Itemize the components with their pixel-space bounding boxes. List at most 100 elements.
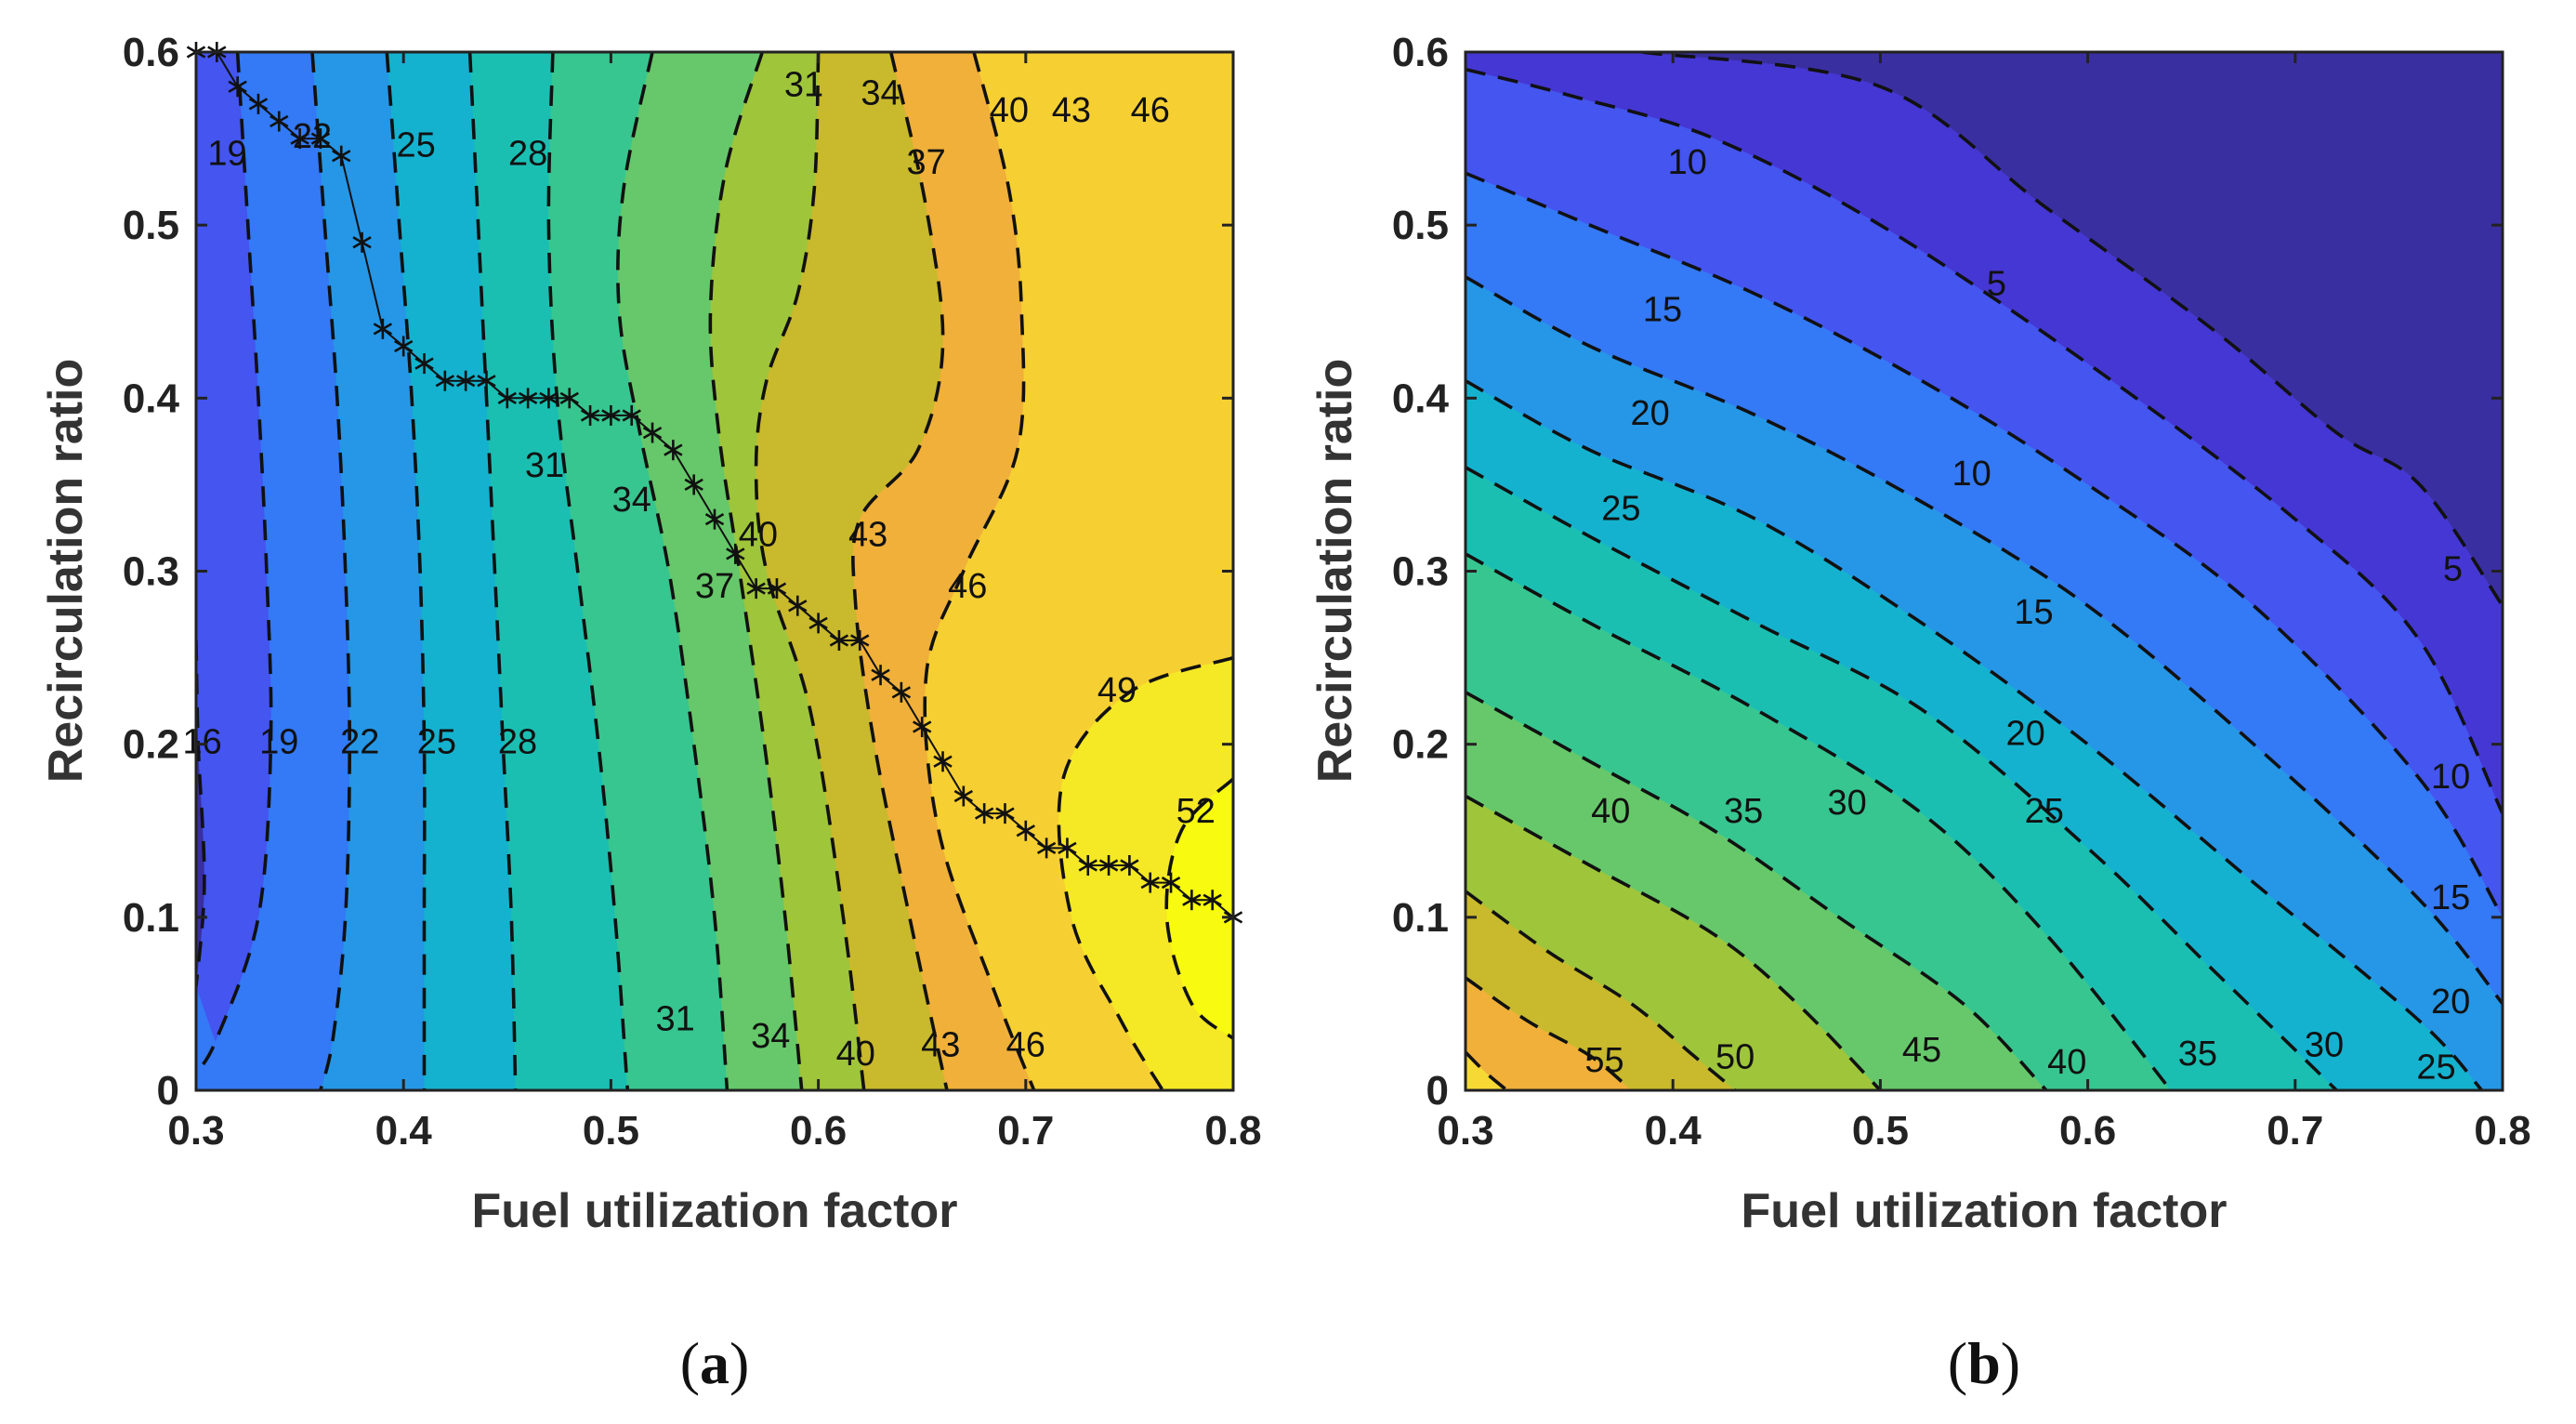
panel-b-caption: (b) <box>1948 1330 2020 1396</box>
panel-a-ytick-label: 0.5 <box>123 203 179 248</box>
panel-b-xtick-label: 0.6 <box>2059 1108 2116 1154</box>
panel-b-ylabel: Recirculation ratio <box>1308 359 1362 784</box>
panel-b-contour-5 <box>1641 52 2503 607</box>
panel-b-contour-label: 25 <box>2416 1048 2455 1088</box>
panel-b-ytick-label: 0.5 <box>1392 203 1449 248</box>
panel-a-ytick-label: 0.4 <box>123 376 180 421</box>
panel-b-contour-label: 40 <box>1591 792 1630 831</box>
panel-b-contour-label: 45 <box>1902 1031 1941 1070</box>
panel-a-contour-37 <box>708 52 804 1090</box>
panel-a-optimal-point <box>684 474 703 495</box>
panel-a-optimal-point <box>913 717 932 738</box>
panel-b-contour-label: 20 <box>2431 982 2470 1022</box>
panel-a-contour-label: 25 <box>396 125 435 165</box>
panel-b-ytick-label: 0.2 <box>1392 722 1449 768</box>
panel-a-optimal-point <box>995 803 1015 824</box>
panel-a-optimal-point <box>1058 837 1077 859</box>
panel-a-optimal-point <box>974 803 994 824</box>
panel-b-contour-label: 20 <box>1631 394 1670 433</box>
panel-a-optimal-point <box>1098 854 1119 876</box>
panel-a-optimal-point <box>642 422 663 443</box>
panel-b-contour-30 <box>1465 466 2338 1090</box>
panel-a-contour-label: 40 <box>739 515 778 554</box>
panel-b-contour-label: 5 <box>1987 264 2006 303</box>
panel-a-caption: (a) <box>680 1330 750 1396</box>
panel-a-optimal-point <box>477 370 496 391</box>
panel-a-contour-label: 46 <box>1006 1025 1045 1064</box>
panel-a-level-fills <box>196 52 1233 1090</box>
panel-b-level-fills <box>1465 52 2503 1090</box>
panel-a-optimal-point <box>248 93 269 114</box>
panel-b-contour-label: 20 <box>2005 714 2044 753</box>
panel-a-contour-label: 31 <box>655 1000 694 1039</box>
panel-a-xtick-label: 0.5 <box>583 1108 639 1154</box>
panel-a-optimal-point <box>228 76 247 98</box>
panel-a-optimal-point <box>891 681 912 703</box>
panel-a-optimal-point <box>332 145 351 166</box>
panel-b-contour-label: 10 <box>2431 758 2470 797</box>
panel-a-contour-label: 34 <box>861 74 900 113</box>
panel-a-contour-34 <box>616 52 729 1090</box>
panel-b-xtick-label: 0.7 <box>2267 1108 2323 1154</box>
panel-a-optimal-point <box>518 388 538 409</box>
panel-b-ytick-label: 0.3 <box>1392 549 1449 595</box>
panel-a-optimal-point <box>933 751 953 772</box>
panel-a-contour-label: 43 <box>848 515 887 554</box>
panel-a-optimal-point <box>1161 872 1181 893</box>
panel-a-contour-label: 34 <box>751 1017 790 1056</box>
panel-b-fill-level-55 <box>1465 978 1632 1090</box>
panel-a-optimal-point <box>539 388 559 409</box>
panel-a-optimal-point <box>269 111 289 132</box>
panel-a-contour-label: 40 <box>836 1035 875 1074</box>
panel-a-contour-label: 49 <box>1097 671 1137 710</box>
panel-a-optimal-point <box>664 440 683 461</box>
panel-a-contour-label: 43 <box>1052 91 1091 130</box>
panel-a-contour-25 <box>385 52 427 1090</box>
panel-b-contour-label: 30 <box>1828 784 1867 823</box>
panel-a-contour-label: 46 <box>948 567 987 606</box>
panel-b-contour-label: 25 <box>2025 792 2064 831</box>
panel-a-contour-label: 16 <box>183 723 222 762</box>
panel-b-contour-40 <box>1465 691 2048 1090</box>
panel-a-contour-19 <box>196 52 273 1075</box>
panel-a-contour-label: 43 <box>921 1025 960 1064</box>
panel-b-contour-label: 55 <box>1584 1041 1623 1080</box>
panel-b-contour-label: 10 <box>1668 143 1707 182</box>
panel-a-contour-label: 37 <box>695 567 734 606</box>
panel-b-contour-label: 50 <box>1715 1038 1755 1077</box>
panel-a-optimal-point <box>726 543 745 564</box>
panel-a-optimal-point <box>871 665 890 686</box>
panel-a-optimal-point <box>704 508 725 530</box>
panel-a-optimal-point <box>373 318 393 339</box>
panel-a-contour-label: 28 <box>498 723 537 762</box>
panel-b-contour-label: 5 <box>2443 550 2463 589</box>
panel-b-ytick-label: 0.6 <box>1392 30 1449 75</box>
panel-a-caption-letter: a <box>700 1330 729 1396</box>
panel-a-optimal-point <box>1078 854 1097 876</box>
panel-b-xtick-label: 0.8 <box>2474 1108 2530 1154</box>
panel-a-optimal-point <box>1140 872 1160 893</box>
panel-a-optimal-point <box>455 370 476 391</box>
panel-a-ytick-label: 0.1 <box>123 895 179 941</box>
panel-a-contour-label: 34 <box>612 481 651 520</box>
panel-a-contour-label: 28 <box>508 135 547 174</box>
panel-a-contour-lines <box>196 52 1233 1090</box>
panel-b-xtick-label: 0.3 <box>1437 1108 1493 1154</box>
panel-b-contour-labels: 10 5 15 10 20 25 15 5 20 30 35 40 25 10 15 20 30 25 35 40 45… <box>1584 143 2470 1088</box>
panel-a-optimal-point <box>414 353 434 375</box>
panel-a-contour-label: 31 <box>525 446 564 485</box>
panel-a-optimal-point <box>601 404 621 426</box>
panel-b-contour-label: 40 <box>2047 1043 2086 1082</box>
panel-a-optimal-point <box>290 128 309 150</box>
panel-b-ticks: 0.3 0.4 0.5 0.6 0.7 0.8 0 0.1 0.2 0.3 0.4 0.5 0.6 <box>1392 30 2531 1154</box>
panel-a-xtick-label: 0.7 <box>997 1108 1054 1154</box>
panel-b-contour-label: 15 <box>1643 290 1682 329</box>
panel-a-contour-43 <box>851 52 949 1090</box>
panel-a-contour-31 <box>546 52 630 1090</box>
panel-a-contour-52 <box>1164 777 1233 1040</box>
panel-b-fill-level-60 <box>1465 1052 1507 1090</box>
panel-a-optimal-point <box>767 578 787 600</box>
panel-a-ytick-label: 0.3 <box>123 549 179 595</box>
panel-b-caption-letter: b <box>1967 1330 2001 1396</box>
panel-b-xtick-label: 0.4 <box>1645 1108 1702 1154</box>
